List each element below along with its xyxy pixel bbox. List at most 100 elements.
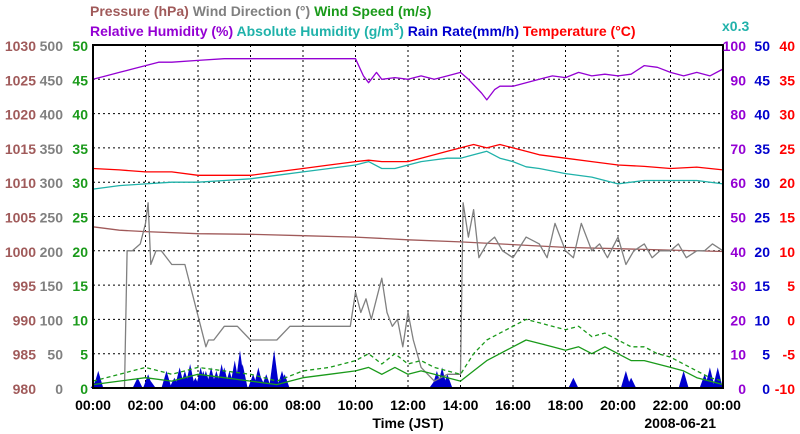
wind-direction-tick-label: 300	[40, 175, 64, 191]
humidity-tick-label: 90	[730, 72, 746, 88]
wind-direction-tick-label: 500	[40, 38, 64, 54]
humidity-tick-label: 100	[723, 38, 747, 54]
wind-speed-tick-label: 45	[72, 72, 88, 88]
wind-direction-tick-label: 150	[40, 278, 64, 294]
temperature-tick-label: 35	[779, 72, 795, 88]
right-axes: 0102030405060708090100051015202530354045…	[723, 38, 796, 397]
legend-temperature: Temperature (°C)	[523, 23, 636, 39]
rain-rate-tick-label: 15	[754, 278, 770, 294]
humidity-tick-label: 10	[730, 347, 746, 363]
pressure-tick-label: 980	[13, 381, 37, 397]
pressure-tick-label: 1015	[5, 141, 36, 157]
x-tick-label: 04:00	[180, 397, 216, 413]
temperature-tick-label: 10	[779, 244, 795, 260]
rain-rate-tick-label: 35	[754, 141, 770, 157]
legend-wind-direction: Wind Direction (°)	[193, 3, 310, 19]
pressure-tick-label: 985	[13, 347, 37, 363]
temperature-tick-label: 0	[787, 312, 795, 328]
pressure-tick-label: 990	[13, 312, 37, 328]
relative-humidity-line	[92, 58, 724, 101]
x-tick-label: 20:00	[600, 397, 636, 413]
rain-scale-note: x0.3	[722, 18, 749, 34]
rain-rate-tick-label: 50	[754, 38, 770, 54]
wind-speed-line	[92, 339, 724, 386]
rain-rate-tick-label: 40	[754, 107, 770, 123]
temperature-tick-label: 30	[779, 107, 795, 123]
wind-speed-tick-label: 35	[72, 141, 88, 157]
legend-row-2: Relative Humidity (%) Absolute Humidity …	[90, 22, 636, 39]
rain-rate-bar	[132, 377, 143, 388]
x-tick-label: 16:00	[495, 397, 531, 413]
x-tick-label: 12:00	[390, 397, 426, 413]
rain-rate-bar	[442, 374, 453, 388]
pressure-tick-label: 1000	[5, 244, 36, 260]
legend-pressure: Pressure (hPa)	[90, 3, 189, 19]
x-tick-label: 10:00	[338, 397, 374, 413]
temperature-tick-label: 20	[779, 175, 795, 191]
rain-rate-bar	[261, 374, 272, 388]
rain-rate-bar	[145, 381, 156, 388]
plot-frame	[92, 44, 724, 389]
humidity-tick-label: 40	[730, 244, 746, 260]
temperature-tick-label: 40	[779, 38, 795, 54]
rain-rate-tick-label: 20	[754, 244, 770, 260]
rain-rate-tick-label: 25	[754, 210, 770, 226]
temperature-line	[92, 143, 724, 176]
wind-direction-tick-label: 0	[55, 381, 63, 397]
rain-rate-bar	[161, 370, 172, 388]
rain-rate-bar	[279, 374, 290, 388]
rain-rate-bar	[269, 350, 280, 388]
legend-row-1: Pressure (hPa) Wind Direction (°) Wind S…	[90, 3, 431, 19]
humidity-tick-label: 50	[730, 210, 746, 226]
wind-direction-tick-label: 450	[40, 72, 64, 88]
x-tick-label: 02:00	[128, 397, 164, 413]
wind-speed-tick-label: 40	[72, 107, 88, 123]
rain-rate-bar	[626, 377, 637, 388]
pressure-tick-label: 995	[13, 278, 37, 294]
temperature-tick-label: -10	[775, 381, 795, 397]
legend-rain-rate: Rain Rate(mm/h)	[408, 23, 519, 39]
legend-absolute-humidity: Absolute Humidity (g/m	[237, 23, 394, 39]
temperature-tick-label: 25	[779, 141, 795, 157]
legend-wind-speed: Wind Speed (m/s)	[314, 3, 431, 19]
rain-rate-bar	[237, 363, 248, 388]
wind-gust-line	[92, 318, 724, 382]
rain-rate-bar	[704, 367, 715, 388]
wind-direction-tick-label: 100	[40, 312, 64, 328]
pressure-line	[92, 226, 724, 253]
pressure-tick-label: 1020	[5, 107, 36, 123]
legend-relative-humidity: Relative Humidity (%)	[90, 23, 233, 39]
pressure-tick-label: 1030	[5, 38, 36, 54]
wind-direction-tick-label: 50	[47, 347, 63, 363]
pressure-tick-label: 1010	[5, 175, 36, 191]
x-tick-label: 22:00	[653, 397, 689, 413]
x-tick-label: 00:00	[75, 397, 111, 413]
temperature-tick-label: 5	[787, 278, 795, 294]
series-lines	[92, 58, 724, 389]
rain-rate-tick-label: 10	[754, 312, 770, 328]
pressure-tick-label: 1025	[5, 72, 36, 88]
pressure-tick-label: 1005	[5, 210, 36, 226]
wind-speed-tick-label: 50	[72, 38, 88, 54]
legend-absolute-humidity-close: )	[399, 23, 404, 39]
x-axis-label: Time (JST)	[372, 415, 443, 431]
x-tick-label: 06:00	[233, 397, 269, 413]
wind-direction-tick-label: 250	[40, 210, 64, 226]
x-tick-label: 18:00	[548, 397, 584, 413]
temperature-tick-label: 15	[779, 210, 795, 226]
rain-rate-tick-label: 0	[762, 381, 770, 397]
humidity-tick-label: 20	[730, 312, 746, 328]
legend-absolute-humidity-sup: 3	[394, 22, 400, 33]
humidity-tick-label: 0	[738, 381, 746, 397]
wind-direction-tick-label: 200	[40, 244, 64, 260]
humidity-tick-label: 80	[730, 107, 746, 123]
wind-speed-tick-label: 0	[80, 381, 88, 397]
rain-rate-bar	[678, 370, 689, 388]
temperature-tick-label: -5	[783, 347, 796, 363]
wind-speed-tick-label: 25	[72, 210, 88, 226]
wind-speed-tick-label: 20	[72, 244, 88, 260]
grid	[93, 45, 723, 388]
left-axes: 9809859909951000100510101015102010251030…	[5, 38, 88, 397]
rain-rate-tick-label: 5	[762, 347, 770, 363]
